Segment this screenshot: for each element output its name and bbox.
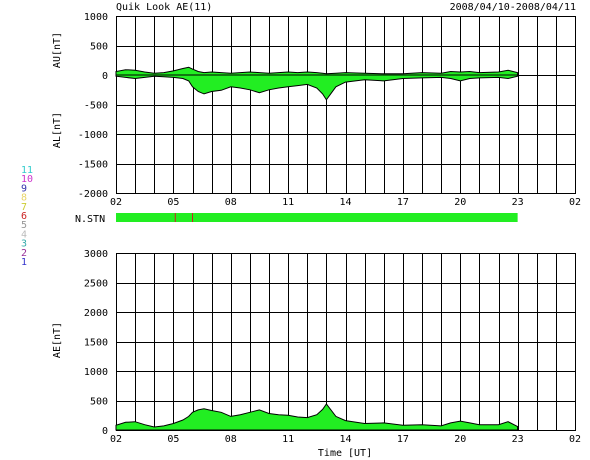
legend-entry: 1 <box>21 257 27 268</box>
upper-ytick-label: -1000 <box>78 130 108 141</box>
upper-xtick-label: 05 <box>167 197 179 208</box>
upper-xtick-label: 02 <box>569 197 581 208</box>
upper-ytick-label: 500 <box>90 42 108 53</box>
chart-title: Quik Look AE(11) <box>116 2 212 13</box>
station-panel: N.STN <box>75 213 518 225</box>
lower-ytick-label: 0 <box>102 426 108 437</box>
lower-ytick-label: 3000 <box>84 249 108 260</box>
upper-xtick-label: 08 <box>225 197 237 208</box>
lower-xtick-label: 20 <box>454 434 466 445</box>
lower-panel: 3000 2500 2000 1500 1000 500 0 02 05 08 11 14 17 20 2… <box>52 249 581 459</box>
upper-panel: 1000 500 0 -500 -1000 -1500 -2000 02 05 08 11 14 17… <box>52 12 581 208</box>
upper-frame <box>116 16 576 194</box>
lower-xtick-label: 11 <box>282 434 294 445</box>
station-label: N.STN <box>75 214 105 225</box>
al-axis-label: AL[nT] <box>52 112 63 148</box>
lower-xtick-label: 05 <box>167 434 179 445</box>
upper-xtick-label: 23 <box>512 197 524 208</box>
upper-ytick-label: -1500 <box>78 160 108 171</box>
lower-ytick-label: 2000 <box>84 308 108 319</box>
lower-xtick-label: 17 <box>397 434 409 445</box>
legend-entry: 2 <box>21 248 27 259</box>
legend-entry: 7 <box>21 202 27 213</box>
ae-area <box>115 403 519 431</box>
upper-ytick-label: -500 <box>84 101 108 112</box>
upper-ytick-label: 1000 <box>84 12 108 23</box>
station-bar <box>116 213 518 222</box>
upper-ytick-label: -2000 <box>78 189 108 200</box>
legend-entry: 9 <box>21 183 27 194</box>
legend-entry: 5 <box>21 220 27 231</box>
upper-xtick-label: 20 <box>454 197 466 208</box>
legend-entry: 4 <box>21 229 27 240</box>
lower-ytick-label: 500 <box>90 397 108 408</box>
upper-xtick-label: 14 <box>339 197 351 208</box>
x-axis-label: Time [UT] <box>318 448 372 459</box>
upper-ytick-label: 0 <box>102 71 108 82</box>
lower-xtick-label: 23 <box>512 434 524 445</box>
legend-entry: 6 <box>21 211 27 222</box>
lower-xtick-label: 02 <box>110 434 122 445</box>
legend-entry: 8 <box>21 193 27 204</box>
au-axis-label: AU[nT] <box>52 32 63 68</box>
au-area <box>115 66 519 76</box>
lower-xtick-label: 08 <box>225 434 237 445</box>
legend-entry: 11 <box>21 165 33 176</box>
lower-ytick-label: 1500 <box>84 338 108 349</box>
lower-ytick-label: 2500 <box>84 279 108 290</box>
lower-xtick-label: 02 <box>569 434 581 445</box>
lower-ytick-label: 1000 <box>84 367 108 378</box>
legend-entry: 10 <box>21 174 33 185</box>
lower-xtick-label: 14 <box>339 434 351 445</box>
al-area <box>115 74 519 101</box>
upper-xtick-label: 02 <box>110 197 122 208</box>
ae-axis-label: AE[nT] <box>52 322 63 358</box>
legend-entry: 3 <box>21 239 27 250</box>
upper-xtick-label: 17 <box>397 197 409 208</box>
date-range: 2008/04/10-2008/04/11 <box>450 2 576 13</box>
upper-xtick-label: 11 <box>282 197 294 208</box>
